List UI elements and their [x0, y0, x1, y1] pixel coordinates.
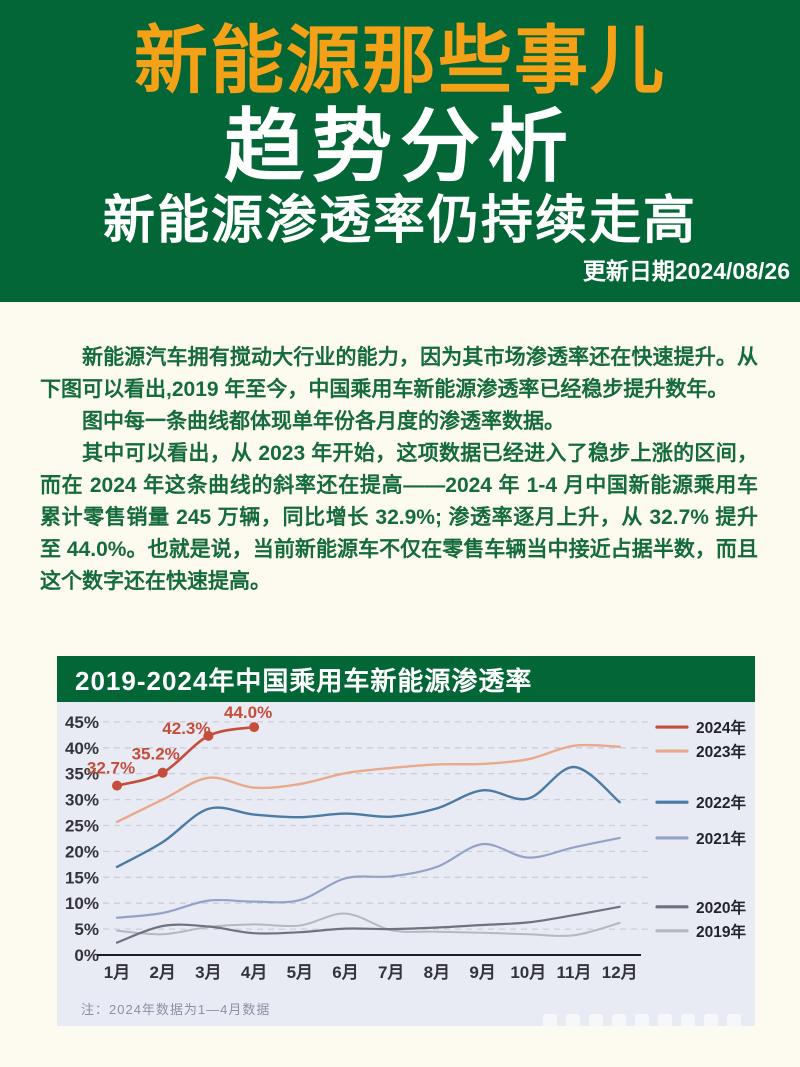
y-tick-label: 40%	[65, 739, 99, 758]
x-tick-label: 2月	[149, 963, 175, 982]
x-tick-label: 1月	[104, 963, 130, 982]
series-line-2021年	[115, 836, 621, 919]
y-tick-label: 25%	[65, 817, 99, 836]
x-tick-label: 11月	[557, 963, 592, 982]
x-tick-label: 4月	[241, 963, 267, 982]
x-tick-label: 5月	[287, 963, 313, 982]
y-tick-label: 30%	[65, 791, 99, 810]
legend-label-2023年: 2023年	[696, 742, 746, 761]
y-tick-label: 5%	[74, 920, 99, 939]
paragraph-3: 其中可以看出，从 2023 年开始，这项数据已经进入了稳步上涨的区间，而在 20…	[40, 442, 758, 593]
article-body: 新能源汽车拥有搅动大行业的能力，因为其市场渗透率还在快速提升。从下图可以看出,2…	[0, 302, 800, 598]
data-point-2024年	[112, 780, 122, 791]
brand-title: 新能源那些事儿	[134, 19, 666, 102]
data-point-label: 44.0%	[224, 703, 272, 722]
chart-title: 2019-2024年中国乘用车新能源渗透率	[75, 665, 533, 696]
x-tick-label: 7月	[378, 963, 404, 982]
legend-label-2024年: 2024年	[696, 718, 746, 737]
data-point-label: 32.7%	[87, 759, 135, 778]
y-tick-label: 45%	[65, 713, 99, 732]
y-tick-label: 15%	[65, 868, 99, 887]
x-tick-label: 12月	[602, 963, 638, 982]
legend-label-2021年: 2021年	[696, 829, 746, 848]
y-tick-label: 20%	[65, 842, 99, 861]
page-title: 趋势分析	[224, 101, 576, 191]
page-subtitle: 新能源渗透率仍持续走高	[102, 191, 697, 250]
data-point-2024年	[249, 722, 260, 733]
chart-footnote: 注：2024年数据为1—4月数据	[81, 1002, 271, 1017]
series-line-2020年	[115, 905, 621, 944]
data-point-label: 42.3%	[162, 719, 210, 738]
paragraph-1: 新能源汽车拥有搅动大行业的能力，因为其市场渗透率还在快速提升。从下图可以看出,2…	[40, 346, 758, 401]
series-line-2023年	[115, 743, 621, 824]
x-tick-label: 9月	[469, 963, 495, 982]
x-tick-label: 8月	[424, 963, 450, 982]
data-point-2024年	[157, 767, 168, 778]
update-date: 更新日期2024/08/26	[582, 258, 790, 285]
paragraph-2: 图中每一条曲线都体现单年份各月度的渗透率数据。	[82, 410, 565, 433]
y-tick-label: 10%	[65, 894, 99, 913]
legend-label-2022年: 2022年	[696, 793, 746, 812]
y-tick-label: 35%	[65, 765, 99, 784]
legend-label-2019年: 2019年	[696, 922, 746, 941]
data-point-2024年	[203, 730, 214, 741]
chart-card: 2019-2024年中国乘用车新能源渗透率 0% 5% 10% 15% 20% 25% 30…	[57, 656, 755, 1026]
penetration-line-chart: 0% 5% 10% 15% 20% 25% 30% 35% 40% 45% 1月 2月 3月 4月 5月 6月…	[65, 703, 747, 982]
x-tick-label: 3月	[195, 963, 221, 982]
x-tick-label: 6月	[332, 963, 358, 982]
x-tick-label: 10月	[510, 963, 546, 982]
header-banner: 新能源那些事儿 趋势分析 新能源渗透率仍持续走高 更新日期2024/08/26	[0, 0, 800, 302]
legend-label-2020年: 2020年	[696, 898, 746, 917]
series-line-2019年	[116, 912, 621, 938]
series-line-2024年	[115, 725, 256, 787]
chart-title-bar: 2019-2024年中国乘用车新能源渗透率	[57, 656, 755, 702]
chart-plot: 0% 5% 10% 15% 20% 25% 30% 35% 40% 45% 1月 2月 3月 4月 5月 6月…	[57, 702, 755, 1026]
series-line-2022年	[115, 765, 621, 869]
data-point-label: 35.2%	[132, 745, 180, 764]
y-tick-label: 0%	[74, 946, 99, 965]
